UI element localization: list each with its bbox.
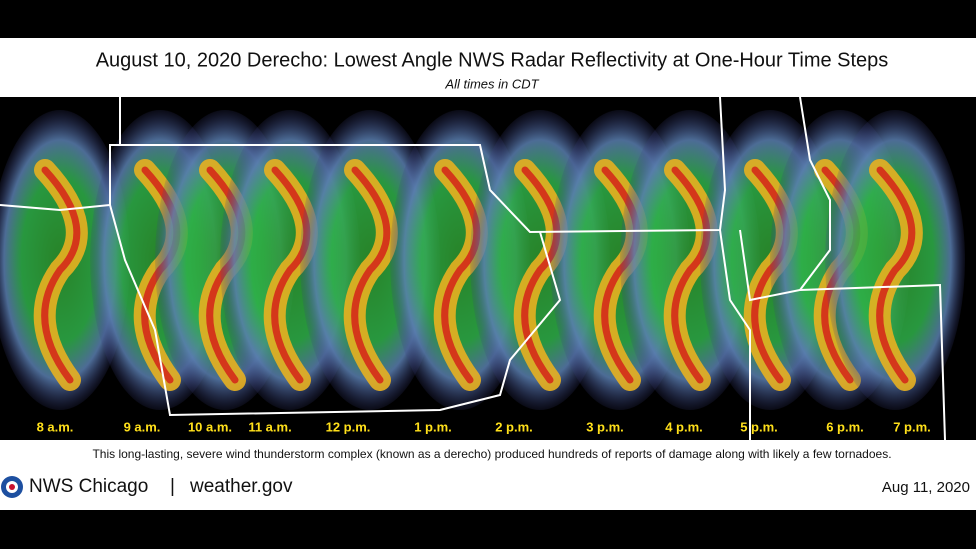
time-label: 5 p.m. xyxy=(740,419,778,434)
reflectivity-core xyxy=(876,166,916,384)
reflectivity-core xyxy=(271,166,311,384)
time-label: 6 p.m. xyxy=(826,419,864,434)
time-label: 2 p.m. xyxy=(495,419,533,434)
subtitle: All times in CDT xyxy=(444,76,539,91)
noaa-logo xyxy=(1,476,23,498)
separator: | xyxy=(170,476,175,497)
reflectivity-core xyxy=(441,166,481,384)
border xyxy=(719,229,751,440)
time-label: 11 a.m. xyxy=(248,419,291,434)
header-band xyxy=(0,38,976,97)
time-label: 8 a.m. xyxy=(37,419,74,434)
time-label: 1 p.m. xyxy=(414,419,452,434)
border xyxy=(799,283,946,441)
border xyxy=(109,204,562,417)
reflectivity-core xyxy=(351,166,391,384)
site: weather.gov xyxy=(189,476,293,497)
time-label: 9 a.m. xyxy=(124,419,161,434)
time-label: 10 a.m. xyxy=(188,419,232,434)
time-label: 12 p.m. xyxy=(326,419,371,434)
caption: This long-lasting, severe wind thunderst… xyxy=(92,447,891,461)
logo-dot xyxy=(9,484,15,490)
date: Aug 11, 2020 xyxy=(882,479,970,496)
reflectivity-core xyxy=(41,166,81,384)
state-borders xyxy=(0,96,946,441)
border xyxy=(0,96,727,234)
time-label: 3 p.m. xyxy=(586,419,624,434)
source: NWS Chicago xyxy=(29,476,148,497)
time-labels: 8 a.m. 9 a.m. 10 a.m. 11 a.m. 12 p.m. 1 p.m. 2… xyxy=(37,419,931,434)
radar-panel xyxy=(0,110,965,410)
footer-band xyxy=(0,440,976,510)
title: August 10, 2020 Derecho: Lowest Angle NW… xyxy=(96,49,889,71)
border xyxy=(739,96,831,302)
reflectivity-core xyxy=(521,166,561,384)
time-label: 7 p.m. xyxy=(893,419,931,434)
reflectivity-core xyxy=(671,166,711,384)
time-label: 4 p.m. xyxy=(665,419,703,434)
